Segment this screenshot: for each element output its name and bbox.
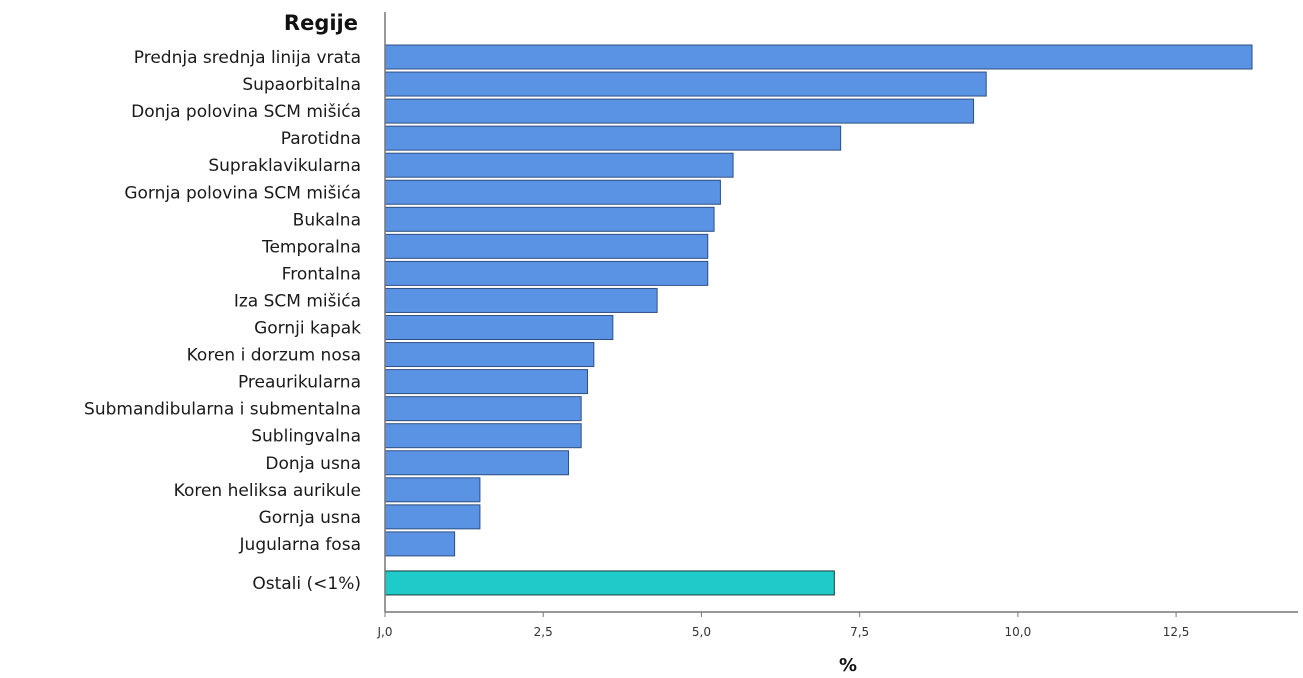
bar-4: [384, 125, 842, 151]
bar-8: [384, 233, 709, 259]
category-label: Gornji kapak: [254, 319, 361, 339]
bar-17: [384, 477, 481, 503]
bar-5: [384, 152, 734, 178]
category-label: Ostali (<1%): [252, 574, 361, 594]
bar-12: [384, 342, 595, 368]
bar-10: [384, 287, 658, 313]
x-tick-label: 5,0: [692, 625, 711, 639]
category-label: Gornja usna: [259, 508, 361, 528]
category-label: Frontalna: [282, 264, 361, 284]
category-label: Donja polovina SCM mišića: [131, 102, 361, 122]
bar-1: [384, 44, 1253, 70]
x-tick-label: 7,5: [850, 625, 869, 639]
x-tick-label: 12,5: [1163, 625, 1190, 639]
bar-19: [384, 531, 456, 557]
x-ticks: J,0 2,5 5,0 7,5 10,0 12,5: [377, 612, 1190, 639]
category-label: Koren i dorzum nosa: [187, 346, 361, 366]
bar-20: [384, 570, 835, 596]
bar-14: [384, 396, 582, 422]
x-tick-label: J,0: [377, 625, 393, 639]
category-label: Jugularna fosa: [239, 535, 361, 555]
bar-3: [384, 98, 975, 124]
category-label: Gornja polovina SCM mišića: [124, 183, 361, 203]
bar-2: [384, 71, 987, 97]
bars: [384, 44, 1253, 596]
category-label: Parotidna: [281, 129, 361, 149]
category-labels: Prednja srednja linija vrata Supaorbitaln…: [84, 48, 361, 594]
x-tick-label: 2,5: [534, 625, 553, 639]
bar-13: [384, 369, 589, 395]
category-label: Supraklavikularna: [208, 156, 361, 176]
category-label: Sublingvalna: [251, 427, 361, 447]
category-label: Supaorbitalna: [242, 75, 361, 95]
bar-15: [384, 423, 582, 449]
category-label: Iza SCM mišića: [234, 291, 361, 311]
y-axis-title: Regije: [284, 11, 358, 35]
category-label: Koren heliksa aurikule: [174, 481, 361, 501]
category-label: Donja usna: [265, 454, 361, 474]
category-label: Prednja srednja linija vrata: [134, 48, 361, 68]
bar-18: [384, 504, 481, 530]
bar-9: [384, 260, 709, 286]
category-label: Temporalna: [261, 237, 361, 257]
x-tick-label: 10,0: [1005, 625, 1032, 639]
x-axis-title: %: [839, 655, 857, 676]
bar-16: [384, 450, 570, 476]
category-label: Bukalna: [293, 210, 361, 230]
bar-11: [384, 315, 614, 340]
bar-6: [384, 179, 721, 205]
category-label: Submandibularna i submentalna: [84, 400, 361, 420]
bar-7: [384, 206, 715, 232]
category-label: Preaurikularna: [238, 373, 361, 393]
